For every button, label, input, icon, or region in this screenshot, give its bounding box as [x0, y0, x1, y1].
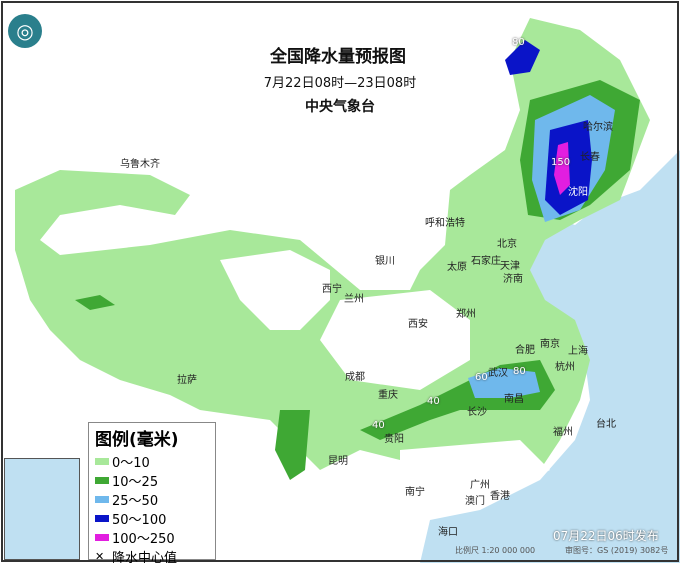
city-label: 长春: [580, 152, 600, 163]
city-label: 拉萨: [177, 375, 197, 386]
city-label: 香港: [490, 491, 510, 502]
map-review-number: 审图号：GS (2019) 3082号: [565, 546, 669, 555]
south-china-sea-inset: [4, 458, 80, 560]
legend-title: 图例(毫米): [95, 430, 179, 450]
city-label: 上海: [568, 346, 588, 357]
city-label: 郑州: [456, 309, 476, 320]
center-value: 60: [475, 372, 488, 383]
rain-50-100-north: [505, 40, 540, 75]
legend-item: 10～25: [95, 471, 209, 490]
rain-10-25-southwest: [275, 410, 310, 480]
city-label: 海口: [438, 527, 458, 538]
city-label: 贵阳: [384, 434, 404, 445]
map-title: 全国降水量预报图: [270, 47, 406, 67]
cma-logo: ◎: [8, 14, 42, 48]
center-value: 80: [513, 366, 526, 377]
city-label: 合肥: [515, 345, 535, 356]
city-label: 西宁: [322, 284, 342, 295]
city-label: 石家庄: [471, 256, 501, 267]
rain-0-10-west: [15, 18, 650, 470]
dry-area-north: [220, 250, 330, 330]
city-label: 杭州: [555, 362, 575, 373]
sea: [420, 150, 680, 563]
city-label: 乌鲁木齐: [120, 159, 160, 170]
center-value: 40: [372, 420, 385, 431]
city-label: 昆明: [328, 456, 348, 467]
city-label: 成都: [345, 372, 365, 383]
map-scale: 比例尺 1:20 000 000: [455, 546, 536, 555]
city-label: 南宁: [405, 487, 425, 498]
issue-time: 07月22日06时发布: [553, 529, 659, 543]
rain-10-25-tibet: [75, 295, 115, 310]
dry-area-south: [400, 440, 550, 510]
center-value: 80: [512, 37, 525, 48]
rain-100-250-northeast: [554, 142, 570, 195]
city-label: 济南: [503, 274, 523, 285]
legend-item: 0～10: [95, 452, 209, 471]
legend-item: 25～50: [95, 490, 209, 509]
city-label: 武汉: [488, 368, 508, 379]
city-label: 南昌: [504, 394, 524, 405]
dry-area-central: [320, 290, 470, 390]
cross-icon: ✕: [95, 550, 105, 563]
city-label: 哈尔滨: [583, 122, 613, 133]
city-label: 澳门: [465, 496, 485, 507]
city-label: 银川: [375, 256, 395, 267]
legend-item: 100～250: [95, 528, 209, 547]
city-label: 重庆: [378, 390, 398, 401]
rain-25-50-yangtze: [468, 368, 540, 398]
center-value: 150: [551, 157, 571, 168]
city-label: 太原: [447, 262, 467, 273]
city-label: 广州: [470, 480, 490, 491]
city-label: 西安: [408, 319, 428, 330]
city-label: 兰州: [344, 294, 364, 305]
legend-item: 50～100: [95, 509, 209, 528]
city-label: 南京: [540, 339, 560, 350]
center-value: 40: [427, 396, 440, 407]
city-label: 天津: [500, 261, 520, 272]
city-label: 福州: [553, 427, 573, 438]
legend: 图例(毫米) 0～10 10～25 25～50 50～100 100～250 ✕…: [88, 422, 216, 563]
legend-item: ✕ 降水中心值: [95, 550, 178, 563]
city-label: 呼和浩特: [425, 218, 465, 229]
forecast-period: 7月22日08时—23日08时: [263, 76, 417, 91]
city-label: 沈阳: [568, 187, 588, 198]
city-label: 台北: [596, 419, 616, 430]
city-label: 长沙: [467, 407, 487, 418]
city-label: 北京: [497, 239, 517, 250]
agency-name: 中央气象台: [305, 99, 375, 115]
